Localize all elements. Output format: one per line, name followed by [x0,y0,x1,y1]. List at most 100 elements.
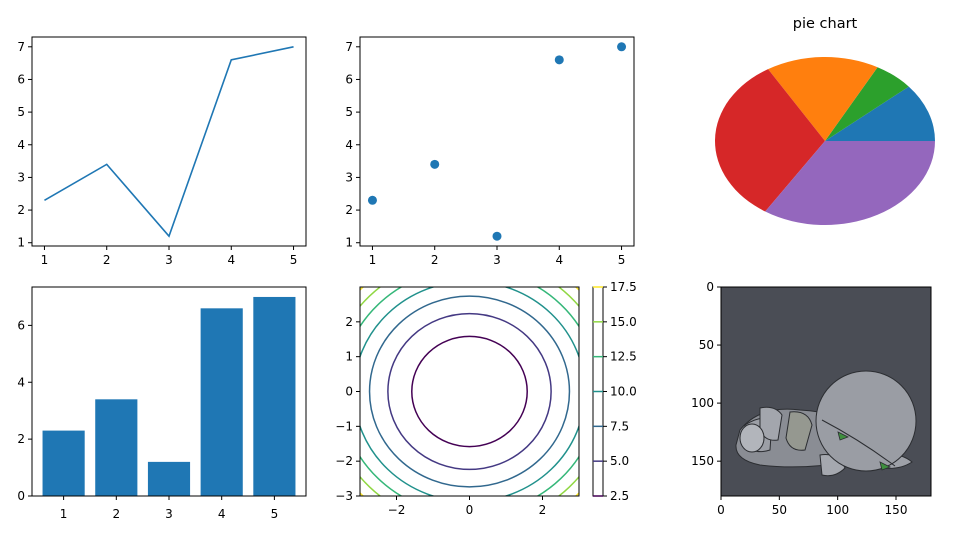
bar-xtick-label: 4 [218,507,226,521]
contour-level-line [360,287,579,496]
pie-slice [825,86,935,141]
contour-chart-xticks: −2 0 2 [388,496,547,517]
line-xtick-label: 2 [103,253,111,267]
image-xtick-label: 100 [826,503,849,517]
line-ytick-label: 2 [17,203,25,217]
contour-ytick-label: −3 [335,489,353,503]
scatter-chart-series [367,42,627,241]
image-xtick-label: 150 [885,503,908,517]
contour-lines [360,287,579,496]
scatter-xtick-label: 1 [369,253,377,267]
scatter-point [492,231,502,241]
contour-level-line [360,287,579,496]
scatter-ytick-label: 4 [345,138,353,152]
scatter-ytick-label: 1 [345,236,353,250]
line-xtick-label: 5 [290,253,298,267]
line-chart-panel: 1 2 3 4 5 1 2 3 4 5 6 7 [17,36,307,267]
line-ytick-label: 3 [17,170,25,184]
bar [253,296,296,496]
contour-level-line [360,287,579,496]
scatter-ytick-label: 6 [345,72,353,86]
scatter-xtick-label: 3 [493,253,501,267]
bar [42,430,85,496]
colorbar-tick-label: 10.0 [610,385,637,399]
contour-xtick-label: −2 [388,503,406,517]
contour-colorbar: 2.5 5.0 7.5 10.0 12.5 15.0 17.5 [592,280,637,503]
colorbar-tick-label: 5.0 [610,454,629,468]
colorbar-tick-label: 17.5 [610,280,637,294]
line-ytick-label: 1 [17,236,25,250]
contour-xtick-label: 0 [466,503,474,517]
scatter-point [617,42,627,52]
scatter-chart-frame [359,36,635,247]
line-xtick-label: 4 [227,253,235,267]
image-ytick-label: 0 [706,280,714,294]
line-chart-series [44,46,294,238]
contour-ytick-label: 2 [345,315,353,329]
contour-chart-frame [359,286,580,497]
colorbar-tick-label: 12.5 [610,350,637,364]
image-frame [720,286,932,497]
scatter-chart-yticks: 1 2 3 4 5 6 7 [345,40,360,250]
contour-level-line [387,312,552,471]
image-ytick-label: 150 [691,454,714,468]
bar-xtick-label: 5 [271,507,279,521]
contour-level-line [360,287,579,496]
colorbar-tick-label: 2.5 [610,489,629,503]
pie-slice [825,67,909,141]
line-series [44,46,294,238]
bar-chart-bars [42,296,296,496]
image-xtick-label: 50 [772,503,787,517]
scatter-xtick-label: 2 [431,253,439,267]
contour-ytick-label: 1 [345,350,353,364]
pie-chart-slices [715,57,935,226]
grey-robot-lying-down-icon [735,370,917,477]
line-xtick-label: 1 [41,253,49,267]
colorbar-tick-label: 15.0 [610,315,637,329]
image-panel: 0 50 100 150 0 50 100 150 [691,280,932,517]
contour-level-line [411,335,528,448]
scatter-ytick-label: 5 [345,105,353,119]
pie-chart-panel: pie chart [715,16,935,226]
pie-chart-title: pie chart [793,16,858,32]
scatter-chart-xticks: 1 2 3 4 5 [369,246,626,267]
image-xticks: 0 50 100 150 [717,496,907,517]
bar-xtick-label: 2 [112,507,120,521]
scatter-ytick-label: 2 [345,203,353,217]
bar-chart-xticks: 1 2 3 4 5 [60,496,278,521]
scatter-xtick-label: 5 [618,253,626,267]
image-ytick-label: 50 [699,338,714,352]
pie-slice [715,69,825,212]
scatter-point [430,159,440,169]
image-ytick-label: 100 [691,396,714,410]
line-ytick-label: 5 [17,105,25,119]
contour-ytick-label: −2 [335,454,353,468]
contour-xtick-label: 2 [539,503,547,517]
line-ytick-label: 7 [17,40,25,54]
bar [95,399,138,496]
bar-chart-panel: 1 2 3 4 5 0 2 4 6 [17,286,307,521]
bar-ytick-label: 2 [17,432,25,446]
contour-ytick-label: 0 [345,385,353,399]
bar-ytick-label: 6 [17,318,25,332]
bar [200,308,243,496]
line-chart-frame [31,36,307,247]
scatter-ytick-label: 7 [345,40,353,54]
image-xtick-label: 0 [717,503,725,517]
line-ytick-label: 4 [17,138,25,152]
contour-ytick-label: −1 [335,419,353,433]
bar [147,461,191,496]
bar-xtick-label: 1 [60,507,68,521]
scatter-point [554,55,564,65]
bar-chart-yticks: 0 2 4 6 [17,318,32,503]
bar-ytick-label: 4 [17,375,25,389]
colorbar-tick-label: 7.5 [610,419,629,433]
line-chart-yticks: 1 2 3 4 5 6 7 [17,40,32,250]
line-ytick-label: 6 [17,72,25,86]
pie-slice [765,141,935,226]
line-xtick-label: 3 [165,253,173,267]
contour-chart-yticks: −3 −2 −1 0 1 2 [335,315,360,503]
bar-xtick-label: 3 [165,507,173,521]
pie-slice [768,57,878,142]
